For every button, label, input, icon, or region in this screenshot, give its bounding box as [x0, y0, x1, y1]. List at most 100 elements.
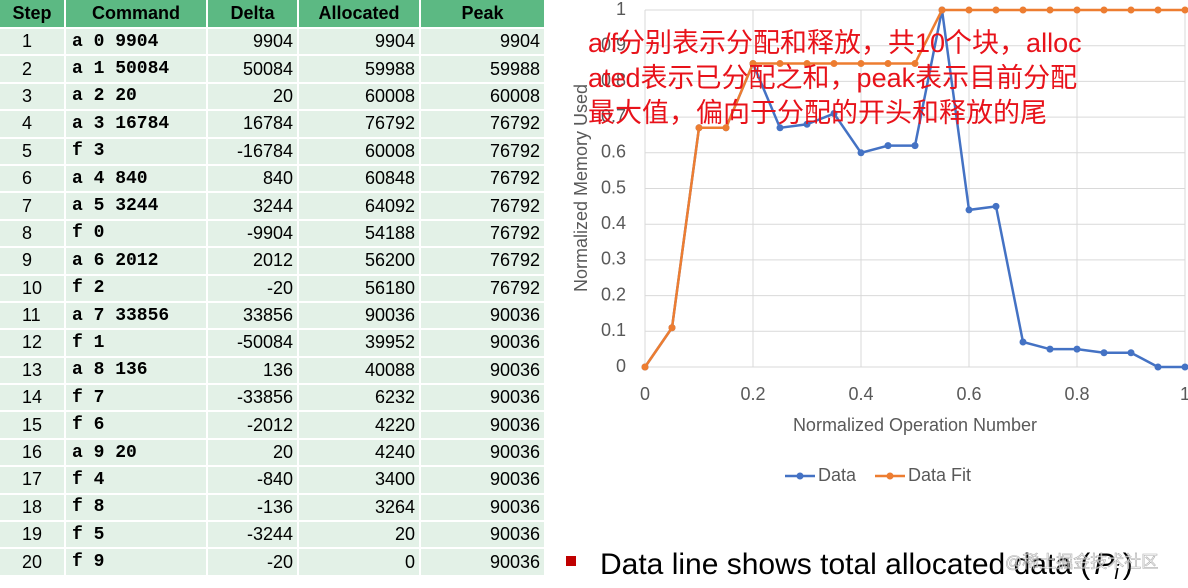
- data-point: [1100, 349, 1108, 357]
- column-header: Command: [65, 0, 208, 28]
- data-point: [1019, 338, 1027, 346]
- table-cell: f 9: [65, 547, 208, 575]
- data-point: [1073, 6, 1081, 14]
- table-cell: 16784: [207, 109, 299, 138]
- table-cell: 9904: [420, 26, 546, 56]
- data-point: [830, 60, 838, 68]
- table-cell: 16: [0, 437, 66, 467]
- data-point: [803, 60, 811, 68]
- table-cell: a 0 9904: [65, 26, 208, 56]
- data-point: [938, 6, 946, 14]
- data-point: [857, 149, 865, 157]
- table-cell: 2012: [207, 246, 299, 275]
- table-cell: 76792: [420, 109, 546, 138]
- table-cell: -3244: [207, 520, 299, 549]
- table-cell: 12: [0, 328, 66, 357]
- table-cell: f 8: [65, 492, 208, 522]
- table-cell: 20: [207, 81, 299, 111]
- data-point: [1181, 363, 1188, 371]
- x-tick-label: 1: [1180, 384, 1188, 404]
- table-cell: 3264: [298, 492, 421, 522]
- x-tick-label: 0.4: [848, 384, 873, 404]
- data-point: [722, 124, 730, 132]
- table-row: 18 f 8 -136 3264 90036: [0, 492, 546, 522]
- table-cell: a 7 33856: [65, 300, 208, 330]
- data-point: [857, 60, 865, 68]
- table-cell: 5: [0, 136, 66, 165]
- bullet-symbol: P: [1094, 548, 1114, 581]
- table-cell: 0: [298, 547, 421, 575]
- x-axis-title: Normalized Operation Number: [793, 415, 1037, 435]
- x-tick-label: 0.8: [1064, 384, 1089, 404]
- table-cell: 76792: [420, 246, 546, 275]
- bullet-text-main: Data line shows total allocated data (: [600, 548, 1090, 581]
- y-tick-label: 0.7: [601, 106, 626, 126]
- table-cell: 59988: [298, 54, 421, 83]
- table-cell: 90036: [420, 300, 546, 330]
- data-point: [911, 142, 919, 150]
- table-row: 15 f 6 -2012 4220 90036: [0, 410, 546, 439]
- table-cell: a 1 50084: [65, 54, 208, 83]
- table-cell: 90036: [298, 300, 421, 330]
- table-cell: 6: [0, 163, 66, 193]
- data-point: [830, 110, 838, 118]
- table-cell: f 7: [65, 383, 208, 412]
- table-cell: 2: [0, 54, 66, 83]
- legend-label: Data Fit: [908, 465, 971, 485]
- table-cell: 90036: [420, 437, 546, 467]
- data-point: [668, 324, 676, 332]
- table-cell: 76792: [298, 109, 421, 138]
- legend-label: Data: [818, 465, 857, 485]
- table-cell: 19: [0, 520, 66, 549]
- table-cell: 39952: [298, 328, 421, 357]
- table-cell: a 4 840: [65, 163, 208, 193]
- data-point: [1100, 6, 1108, 14]
- table-row: 14 f 7 -33856 6232 90036: [0, 383, 546, 412]
- data-point: [1019, 6, 1027, 14]
- table-cell: -9904: [207, 218, 299, 248]
- table-cell: 13: [0, 355, 66, 385]
- data-point: [965, 6, 973, 14]
- table-cell: 76792: [420, 218, 546, 248]
- data-point: [1127, 349, 1135, 357]
- column-header: Peak: [420, 0, 546, 28]
- table-cell: 64092: [298, 191, 421, 220]
- legend-marker: [886, 472, 894, 480]
- data-point: [1154, 6, 1162, 14]
- table-cell: 6232: [298, 383, 421, 412]
- table-row: 12 f 1 -50084 39952 90036: [0, 328, 546, 357]
- table-cell: 59988: [420, 54, 546, 83]
- table-cell: 3400: [298, 465, 421, 494]
- table-cell: 60008: [298, 136, 421, 165]
- table-row: 17 f 4 -840 3400 90036: [0, 465, 546, 494]
- table-cell: 14: [0, 383, 66, 412]
- table-cell: f 2: [65, 273, 208, 302]
- column-header: Delta: [207, 0, 299, 28]
- y-tick-label: 0.1: [601, 320, 626, 340]
- table-cell: 20: [207, 437, 299, 467]
- table-cell: 90036: [420, 547, 546, 575]
- data-table: Step Command Delta Allocated Peak 1 a 0 9904 99…: [0, 0, 546, 575]
- table-cell: f 1: [65, 328, 208, 357]
- data-point: [1046, 6, 1054, 14]
- table-cell: a 3 16784: [65, 109, 208, 138]
- data-point: [884, 60, 892, 68]
- table-cell: f 5: [65, 520, 208, 549]
- table-cell: 56180: [298, 273, 421, 302]
- data-point: [1181, 6, 1188, 14]
- table-cell: 20: [298, 520, 421, 549]
- table-row: 10 f 2 -20 56180 76792: [0, 273, 546, 302]
- table-cell: 15: [0, 410, 66, 439]
- table-cell: 60008: [420, 81, 546, 111]
- table-cell: f 0: [65, 218, 208, 248]
- bullet-close: ): [1123, 548, 1133, 581]
- table-cell: -840: [207, 465, 299, 494]
- annotation: a/f分别表示分配和释放，共10个块，alloc: [588, 28, 1082, 58]
- x-tick-label: 0.2: [740, 384, 765, 404]
- y-tick-label: 0.9: [601, 34, 626, 54]
